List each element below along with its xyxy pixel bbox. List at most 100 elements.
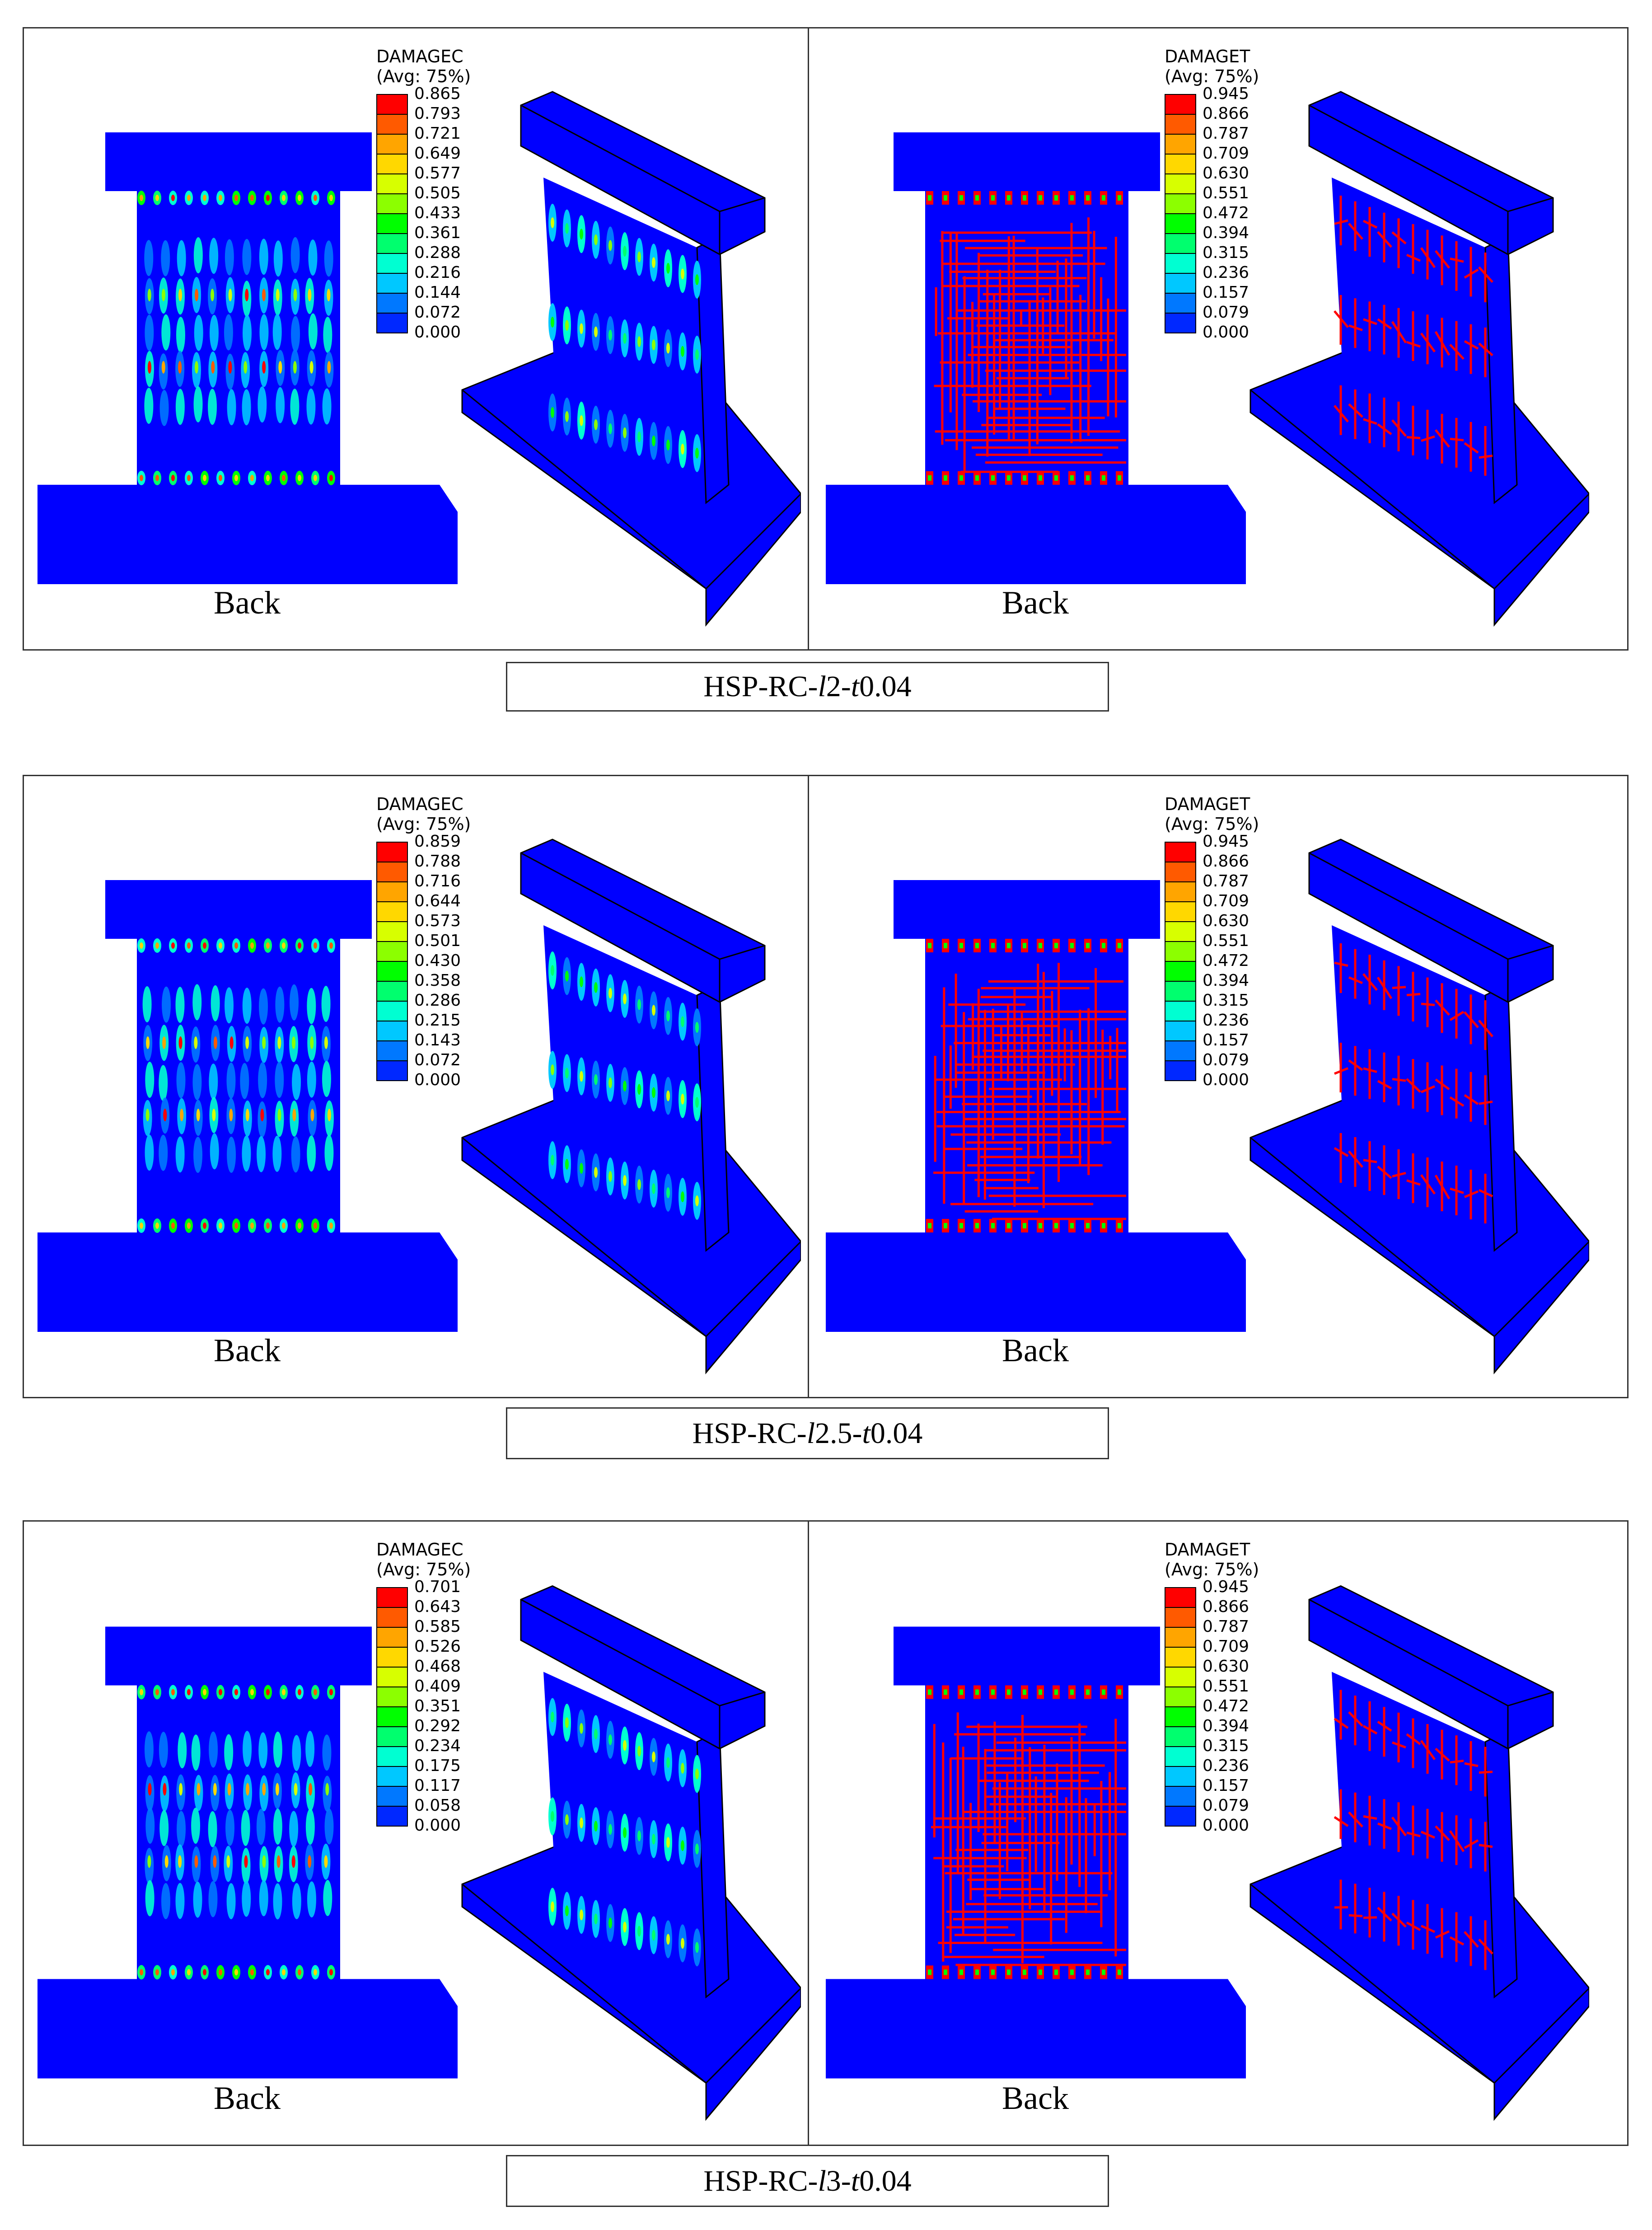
legend-color-swatch	[1165, 1647, 1196, 1668]
legend-value: 0.000	[414, 1816, 461, 1835]
damage-contour-render	[37, 1585, 801, 2121]
top-beam	[894, 132, 1160, 191]
legend-value: 0.409	[414, 1677, 461, 1696]
front-view-model	[826, 880, 1246, 1332]
legend-value: 0.315	[1203, 1737, 1250, 1755]
damage-pattern	[137, 191, 335, 485]
back-view-label: Back	[214, 1332, 281, 1368]
legend-color-swatch	[1165, 1040, 1196, 1061]
legend-value: 0.945	[1203, 832, 1250, 851]
legend-subtitle: (Avg: 75%)	[376, 814, 471, 834]
contour-legend: DAMAGEC (Avg: 75%) 0.701 0.643 0.585 0.526 0.4…	[376, 1540, 494, 1865]
caption-thickness-symbol: t	[851, 670, 860, 703]
legend-value: 0.577	[414, 164, 461, 183]
legend-value: 0.501	[414, 932, 461, 950]
legend-color-swatch	[1165, 1021, 1196, 1041]
legend-color-swatch	[376, 1687, 408, 1707]
foundation	[37, 485, 458, 584]
legend-color-swatch	[376, 1021, 408, 1041]
caption-prefix: HSP-RC-	[703, 2164, 818, 2197]
legend-value: 0.709	[1203, 1637, 1250, 1656]
legend-color-swatch	[1165, 961, 1196, 982]
legend-value: 0.157	[1203, 283, 1250, 302]
legend-color-swatch	[376, 1726, 408, 1747]
tension-damage-panel: DAMAGET (Avg: 75%) 0.945 0.866 0.787 0.709 0.6…	[817, 785, 1589, 1391]
legend-value: 0.472	[1203, 1697, 1250, 1715]
caption-length-value: 2.5	[815, 1416, 852, 1450]
legend-color-swatch	[1165, 94, 1196, 115]
legend-color-swatch	[376, 1786, 408, 1807]
legend-color-swatch	[376, 193, 408, 214]
legend-color-swatch	[1165, 1746, 1196, 1767]
legend-value: 0.630	[1203, 1657, 1250, 1676]
iso-damage-pattern	[548, 1698, 701, 1967]
legend-color-swatch	[1165, 233, 1196, 254]
tension-damage-panel: DAMAGET (Avg: 75%) 0.945 0.866 0.787 0.709 0.6…	[817, 37, 1589, 643]
legend-value: 0.000	[414, 323, 461, 342]
legend-color-swatch	[1165, 1806, 1196, 1827]
caption-separator: -	[841, 2164, 851, 2197]
legend-value: 0.573	[414, 912, 461, 930]
iso-top-beam	[520, 1585, 766, 1750]
legend-value: 0.649	[414, 144, 461, 163]
legend-value: 0.072	[414, 1051, 461, 1069]
legend-value: 0.079	[1203, 1051, 1250, 1069]
legend-value: 0.787	[1203, 872, 1250, 890]
legend-value: 0.215	[414, 1011, 461, 1030]
legend-color-swatch	[376, 921, 408, 942]
isometric-view-model	[1250, 91, 1589, 627]
legend-color-swatch	[376, 901, 408, 922]
legend-color-swatch	[376, 134, 408, 155]
legend-color-swatch	[376, 1607, 408, 1628]
legend-value: 0.721	[414, 124, 461, 143]
iso-damage-pattern	[548, 951, 701, 1220]
legend-value: 0.859	[414, 832, 461, 851]
front-view-model	[37, 132, 458, 584]
legend-color-swatch	[376, 981, 408, 1002]
foundation	[37, 1232, 458, 1332]
caption-thickness-value: 0.04	[870, 1416, 923, 1450]
damage-pattern	[926, 1685, 1126, 1979]
legend-title: DAMAGEC	[376, 794, 463, 814]
iso-top-beam	[1308, 91, 1554, 255]
legend-value: 0.216	[414, 263, 461, 282]
legend-color-swatch	[1165, 114, 1196, 135]
legend-color-swatch	[1165, 173, 1196, 194]
legend-color-swatch	[376, 881, 408, 902]
isometric-view-model	[461, 839, 801, 1375]
legend-value: 0.788	[414, 852, 461, 871]
legend-color-swatch	[376, 862, 408, 882]
back-view-label: Back	[214, 585, 281, 621]
caption-thickness-value: 0.04	[859, 2164, 912, 2197]
legend-color-swatch	[1165, 1607, 1196, 1628]
legend-color-swatch	[1165, 273, 1196, 294]
legend-title: DAMAGEC	[376, 1540, 463, 1560]
caption-thickness-symbol: t	[862, 1416, 870, 1450]
iso-top-beam	[1308, 839, 1554, 1003]
iso-damage-pattern	[1334, 196, 1493, 476]
legend-value: 0.630	[1203, 912, 1250, 930]
legend-value: 0.793	[414, 104, 461, 123]
legend-color-swatch	[1165, 1786, 1196, 1807]
legend-color-swatch	[1165, 1627, 1196, 1648]
caption-separator: -	[852, 1416, 862, 1450]
legend-value: 0.472	[1203, 204, 1250, 222]
legend-value: 0.644	[414, 892, 461, 910]
legend-value: 0.430	[414, 951, 461, 970]
legend-value: 0.551	[1203, 184, 1250, 202]
caption-thickness-value: 0.04	[859, 670, 912, 703]
damage-pattern	[137, 1685, 335, 1980]
legend-value: 0.866	[1203, 852, 1250, 871]
legend-value: 0.157	[1203, 1031, 1250, 1049]
foundation	[37, 1979, 458, 2079]
legend-value: 0.315	[1203, 991, 1250, 1010]
legend-subtitle: (Avg: 75%)	[376, 66, 471, 86]
damage-pattern	[926, 939, 1126, 1232]
figure-row-frame: DAMAGEC (Avg: 75%) 0.859 0.788 0.716 0.644 0.5…	[23, 775, 1629, 1398]
legend-color-swatch	[1165, 1001, 1196, 1021]
legend-subtitle: (Avg: 75%)	[1165, 1560, 1259, 1579]
contour-legend: DAMAGET (Avg: 75%) 0.945 0.866 0.787 0.709 0.6…	[1165, 1540, 1282, 1865]
legend-color-swatch	[1165, 842, 1196, 862]
legend-color-swatch	[376, 94, 408, 115]
legend-color-swatch	[1165, 1060, 1196, 1081]
